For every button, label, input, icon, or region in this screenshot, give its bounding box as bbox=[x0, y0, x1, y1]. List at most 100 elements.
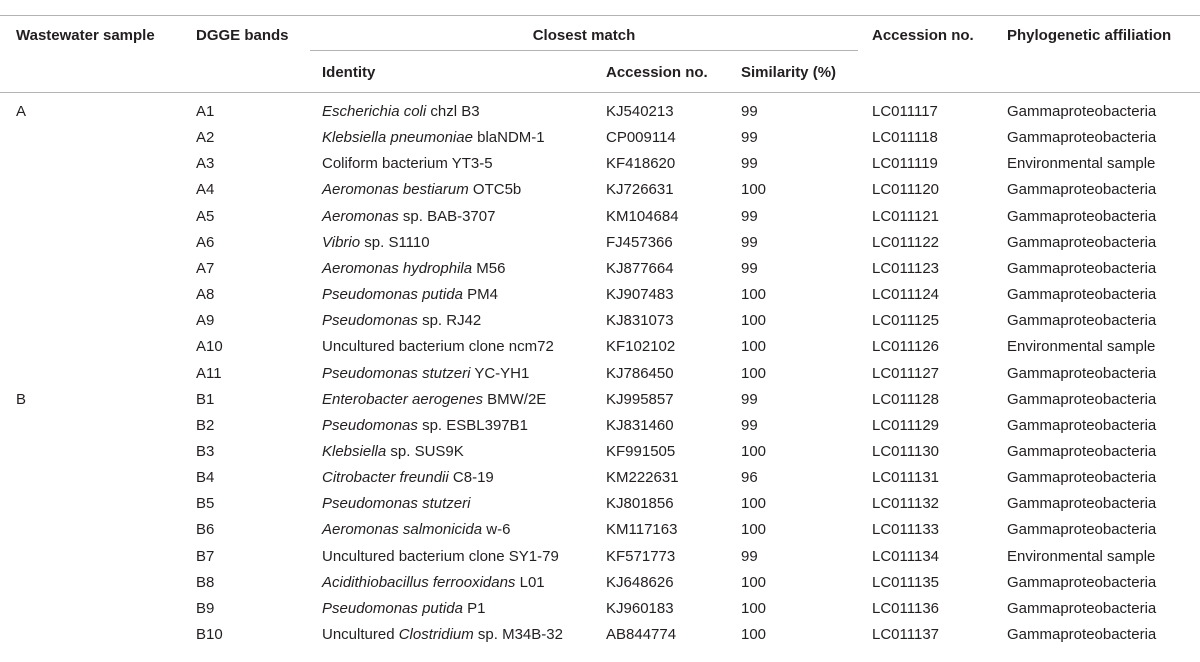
identity-cell: Enterobacter aerogenes BMW/2E bbox=[322, 391, 546, 409]
top-rule bbox=[0, 15, 1200, 16]
identity-italic: Pseudomonas putida bbox=[322, 286, 463, 303]
closest-match-rule bbox=[310, 50, 858, 51]
match-accession-cell: KM222631 bbox=[606, 469, 679, 486]
identity-italic: Aeromonas salmonicida bbox=[322, 521, 483, 538]
identity-italic: Citrobacter freundii bbox=[322, 469, 449, 486]
match-accession-cell: KF991505 bbox=[606, 443, 676, 460]
phylogenetic-cell: Gammaproteobacteria bbox=[1007, 574, 1157, 591]
similarity-cell: 100 bbox=[741, 365, 767, 382]
identity-cell: Uncultured bacterium clone SY1-79 bbox=[322, 548, 559, 566]
accession-cell: LC011132 bbox=[872, 495, 940, 512]
header-similarity: Similarity (%) bbox=[741, 64, 837, 81]
identity-italic: Pseudomonas bbox=[322, 312, 418, 329]
band-cell: A11 bbox=[196, 365, 222, 382]
header-phylogenetic-affiliation: Phylogenetic affiliation bbox=[1007, 27, 1172, 44]
phylogenetic-cell: Gammaproteobacteria bbox=[1007, 181, 1157, 198]
similarity-cell: 99 bbox=[741, 391, 758, 408]
match-accession-cell: KJ726631 bbox=[606, 181, 674, 198]
identity-cell: Acidithiobacillus ferrooxidans L01 bbox=[322, 574, 545, 592]
identity-cell: Pseudomonas sp. RJ42 bbox=[322, 312, 481, 330]
accession-cell: LC011118 bbox=[872, 129, 938, 146]
identity-cell: Pseudomonas putida P1 bbox=[322, 600, 485, 618]
accession-cell: LC011126 bbox=[872, 338, 940, 355]
identity-suffix: OTC5b bbox=[468, 181, 522, 198]
identity-prefix: Uncultured bacterium clone SY1-79 bbox=[322, 548, 559, 565]
accession-cell: LC011123 bbox=[872, 260, 940, 277]
accession-cell: LC011136 bbox=[872, 600, 940, 617]
identity-italic: Aeromonas hydrophila bbox=[322, 260, 473, 277]
identity-cell: Uncultured Clostridium sp. M34B-32 bbox=[322, 626, 563, 644]
sample-cell: B bbox=[16, 391, 27, 408]
header-accession-no: Accession no. bbox=[872, 27, 974, 44]
band-cell: B3 bbox=[196, 443, 215, 460]
band-cell: A7 bbox=[196, 260, 215, 277]
identity-suffix: PM4 bbox=[462, 286, 498, 303]
identity-cell: Aeromonas salmonicida w-6 bbox=[322, 521, 510, 539]
band-cell: A6 bbox=[196, 234, 215, 251]
band-cell: B7 bbox=[196, 548, 215, 565]
identity-italic: Klebsiella pneumoniae bbox=[322, 129, 473, 146]
band-cell: A2 bbox=[196, 129, 215, 146]
identity-cell: Aeromonas sp. BAB-3707 bbox=[322, 208, 495, 226]
phylogenetic-cell: Gammaproteobacteria bbox=[1007, 417, 1157, 434]
phylogenetic-cell: Gammaproteobacteria bbox=[1007, 103, 1157, 120]
similarity-cell: 100 bbox=[741, 521, 767, 538]
identity-suffix: sp. S1110 bbox=[360, 234, 430, 251]
identity-prefix: Uncultured bacterium clone ncm72 bbox=[322, 338, 554, 355]
band-cell: B9 bbox=[196, 600, 215, 617]
identity-cell: Pseudomonas stutzeri YC-YH1 bbox=[322, 365, 529, 383]
similarity-cell: 99 bbox=[741, 155, 758, 172]
similarity-cell: 99 bbox=[741, 208, 758, 225]
match-accession-cell: KJ877664 bbox=[606, 260, 674, 277]
identity-suffix: sp. SUS9K bbox=[386, 443, 464, 460]
similarity-cell: 100 bbox=[741, 338, 767, 355]
band-cell: A9 bbox=[196, 312, 215, 329]
header-match-accession-no: Accession no. bbox=[606, 64, 708, 81]
identity-italic: Clostridium bbox=[398, 626, 474, 643]
similarity-cell: 100 bbox=[741, 626, 767, 643]
match-accession-cell: KJ540213 bbox=[606, 103, 674, 120]
header-closest-match: Closest match bbox=[532, 27, 636, 44]
similarity-cell: 99 bbox=[741, 103, 758, 120]
phylogenetic-cell: Gammaproteobacteria bbox=[1007, 286, 1157, 303]
band-cell: B10 bbox=[196, 626, 223, 643]
identity-cell: Klebsiella pneumoniae blaNDM-1 bbox=[322, 129, 545, 147]
match-accession-cell: KJ907483 bbox=[606, 286, 674, 303]
band-cell: A4 bbox=[196, 181, 215, 198]
identity-italic: Pseudomonas bbox=[322, 417, 418, 434]
identity-suffix: P1 bbox=[462, 600, 486, 617]
accession-cell: LC011119 bbox=[872, 155, 938, 172]
accession-cell: LC011120 bbox=[872, 181, 940, 198]
band-cell: A5 bbox=[196, 208, 215, 225]
similarity-cell: 99 bbox=[741, 548, 758, 565]
band-cell: B4 bbox=[196, 469, 215, 486]
accession-cell: LC011121 bbox=[872, 208, 940, 225]
header-dgge-bands: DGGE bands bbox=[196, 27, 289, 44]
sample-cell: A bbox=[16, 103, 27, 120]
accession-cell: LC011133 bbox=[872, 521, 940, 538]
phylogenetic-cell: Environmental sample bbox=[1007, 548, 1156, 565]
match-accession-cell: KJ801856 bbox=[606, 495, 674, 512]
identity-suffix: w-6 bbox=[482, 521, 511, 538]
accession-cell: LC011117 bbox=[872, 103, 938, 120]
identity-cell: Coliform bacterium YT3-5 bbox=[322, 155, 493, 173]
similarity-cell: 96 bbox=[741, 469, 758, 486]
similarity-cell: 100 bbox=[741, 443, 767, 460]
identity-cell: Pseudomonas putida PM4 bbox=[322, 286, 498, 304]
match-accession-cell: KM104684 bbox=[606, 208, 679, 225]
identity-cell: Escherichia coli chzl B3 bbox=[322, 103, 480, 121]
identity-italic: Escherichia coli bbox=[322, 103, 427, 120]
match-accession-cell: KM117163 bbox=[606, 521, 678, 538]
accession-cell: LC011134 bbox=[872, 548, 940, 565]
identity-suffix: C8-19 bbox=[448, 469, 494, 486]
identity-suffix: sp. RJ42 bbox=[417, 312, 482, 329]
identity-suffix: M56 bbox=[472, 260, 506, 277]
identity-suffix: sp. M34B-32 bbox=[473, 626, 563, 643]
similarity-cell: 100 bbox=[741, 312, 767, 329]
header-bottom-rule bbox=[0, 92, 1200, 93]
match-accession-cell: KJ786450 bbox=[606, 365, 674, 382]
identity-cell: Citrobacter freundii C8-19 bbox=[322, 469, 494, 487]
phylogenetic-cell: Gammaproteobacteria bbox=[1007, 600, 1157, 617]
accession-cell: LC011125 bbox=[872, 312, 940, 329]
identity-suffix: sp. BAB-3707 bbox=[398, 208, 496, 225]
